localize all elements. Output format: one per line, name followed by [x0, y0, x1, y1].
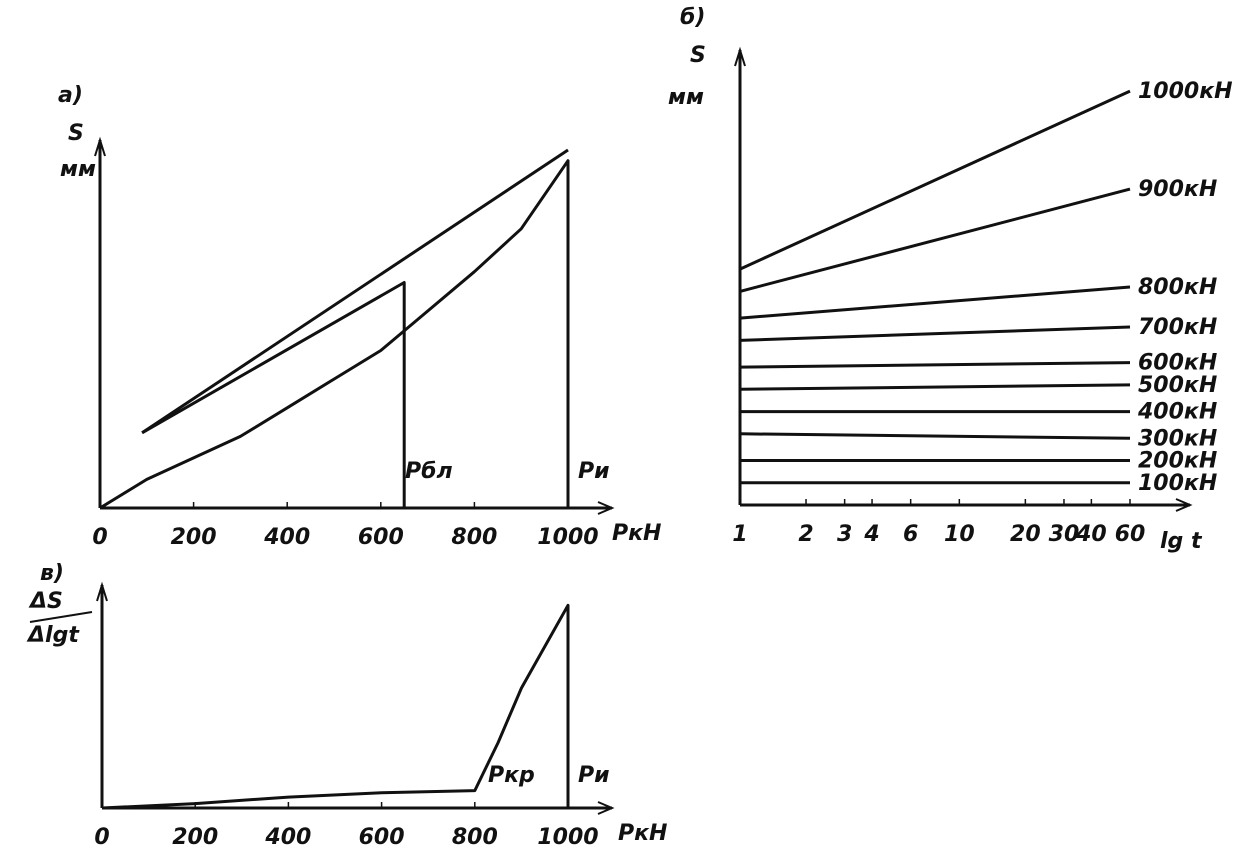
line-label: 200кН — [1138, 449, 1217, 474]
data-line — [739, 361, 1131, 369]
line-label: 500кН — [1138, 373, 1217, 398]
data-line — [739, 187, 1131, 293]
data-line — [739, 285, 1131, 320]
x-tick-label: 400 — [263, 525, 310, 550]
x-tick-label: 10 — [944, 522, 975, 547]
annotation: Pи — [578, 763, 610, 788]
y-axis-label: S — [68, 121, 84, 146]
x-tick-label: 0 — [92, 525, 107, 550]
x-tick-label: 6 — [903, 522, 918, 547]
y-axis-label: мм — [668, 85, 704, 110]
x-tick-label: 3 — [837, 522, 852, 547]
x-axis-label: PкН — [618, 821, 667, 846]
y-axis-arrow — [734, 46, 746, 67]
x-tick-label: 1000 — [537, 525, 598, 550]
x-tick-label: 0 — [94, 825, 109, 850]
data-line — [101, 603, 570, 810]
line-label: 600кН — [1138, 351, 1217, 376]
data-line — [739, 383, 1131, 391]
y-axis-label: Δlgt — [26, 623, 80, 648]
panel-label: б) — [680, 5, 705, 30]
fraction-bar — [29, 611, 93, 623]
annotation: Pкр — [488, 763, 535, 788]
y-axis-arrow — [96, 581, 108, 602]
data-line — [99, 159, 570, 510]
x-tick-label: 30 — [1049, 522, 1080, 547]
x-tick-label: 60 — [1115, 522, 1146, 547]
line-label: 800кН — [1138, 275, 1217, 300]
line-label: 1000кН — [1138, 79, 1233, 104]
x-axis-arrow — [597, 501, 615, 515]
annotation: Pи — [578, 459, 610, 484]
x-axis-label: PкН — [612, 521, 661, 546]
x-tick-label: 800 — [452, 825, 498, 850]
x-tick-label: 600 — [359, 825, 405, 850]
y-axis-label: мм — [60, 157, 96, 182]
panel-label: а) — [58, 83, 83, 108]
y-axis-arrow — [94, 136, 106, 157]
x-tick-label: 200 — [171, 525, 217, 550]
data-line — [739, 432, 1131, 440]
data-line — [141, 148, 569, 435]
x-tick-label: 1000 — [537, 825, 598, 850]
data-line — [739, 325, 1131, 342]
data-line — [141, 281, 406, 508]
x-tick-label: 40 — [1075, 522, 1107, 547]
x-tick-label: 400 — [264, 825, 311, 850]
y-axis-label: S — [690, 43, 706, 68]
line-label: 100кН — [1138, 471, 1217, 496]
y-axis-label: ΔS — [28, 589, 63, 614]
x-tick-label: 4 — [863, 522, 879, 547]
data-line — [739, 89, 1131, 271]
line-label: 700кН — [1138, 315, 1217, 340]
line-label: 300кН — [1138, 426, 1217, 451]
x-tick-label: 600 — [358, 525, 404, 550]
x-tick-label: 800 — [451, 525, 497, 550]
annotation: Pбл — [405, 459, 453, 484]
line-label: 900кН — [1138, 177, 1217, 202]
x-tick-label: 200 — [172, 825, 218, 850]
x-axis-arrow — [1175, 498, 1193, 512]
line-label: 400кН — [1137, 400, 1217, 425]
x-tick-label: 20 — [1010, 522, 1041, 547]
panel-label: в) — [40, 561, 64, 586]
x-tick-label: 2 — [798, 522, 813, 547]
x-axis-arrow — [597, 801, 615, 815]
x-tick-label: 1 — [732, 522, 747, 547]
x-axis-label: lg t — [1160, 529, 1203, 554]
